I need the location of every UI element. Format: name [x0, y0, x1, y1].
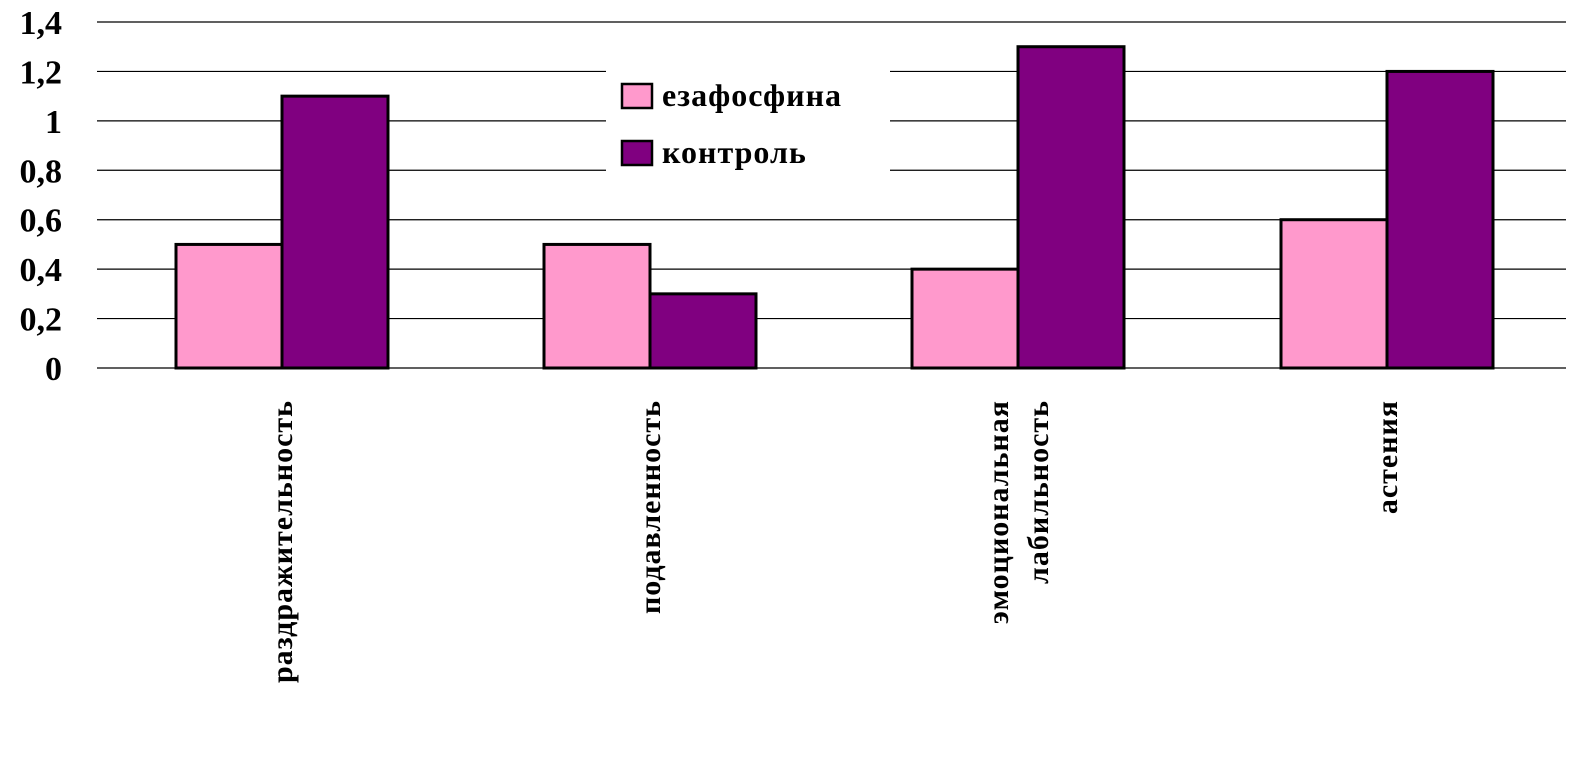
- legend-swatch: [620, 139, 654, 167]
- bar-series-1: [910, 267, 1020, 370]
- legend-label: контроль: [662, 134, 807, 170]
- bar-series-1: [1279, 218, 1389, 370]
- bar-series-1: [542, 242, 652, 370]
- bar-series-2: [1385, 69, 1495, 370]
- legend-swatch: [620, 82, 654, 110]
- bar-series-2: [280, 94, 390, 370]
- bar-series-2: [648, 292, 758, 370]
- category-label: лабильность: [1022, 400, 1055, 584]
- category-label: эмоциональная: [982, 400, 1015, 624]
- y-tick-label: 0,6: [20, 203, 63, 240]
- legend: езафосфина контроль: [606, 62, 890, 178]
- category-label: раздражительность: [266, 400, 299, 683]
- y-tick-label: 1,4: [20, 5, 63, 42]
- y-tick-label: 1: [45, 104, 62, 141]
- legend-box: [606, 62, 890, 178]
- x-axis-category-labels: раздражительность подавленность эмоциональ…: [266, 400, 1404, 683]
- y-tick-label: 0: [45, 351, 62, 388]
- y-tick-label: 0,2: [20, 302, 63, 339]
- y-tick-label: 0,8: [20, 153, 63, 190]
- legend-label: езафосфина: [662, 77, 842, 113]
- bar-series-1: [174, 242, 284, 370]
- y-axis-tick-labels: 0 0,2 0,4 0,6 0,8 1 1,2 1,4: [20, 5, 63, 388]
- bars: [174, 45, 1495, 370]
- category-label: астения: [1371, 400, 1404, 514]
- bar-series-2: [1016, 45, 1126, 370]
- y-tick-label: 0,4: [20, 252, 63, 289]
- category-label: подавленность: [634, 400, 667, 614]
- y-tick-label: 1,2: [20, 54, 63, 91]
